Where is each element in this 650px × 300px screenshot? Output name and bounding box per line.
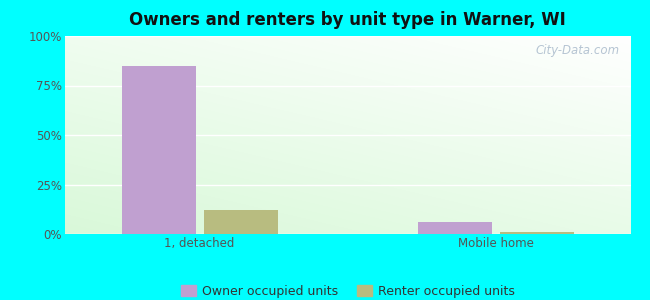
Legend: Owner occupied units, Renter occupied units: Owner occupied units, Renter occupied un… bbox=[176, 280, 520, 300]
Bar bbox=[418, 222, 492, 234]
Text: City-Data.com: City-Data.com bbox=[535, 44, 619, 57]
Bar bbox=[122, 66, 196, 234]
Title: Owners and renters by unit type in Warner, WI: Owners and renters by unit type in Warne… bbox=[129, 11, 566, 29]
Bar bbox=[203, 210, 278, 234]
Bar bbox=[500, 232, 574, 234]
